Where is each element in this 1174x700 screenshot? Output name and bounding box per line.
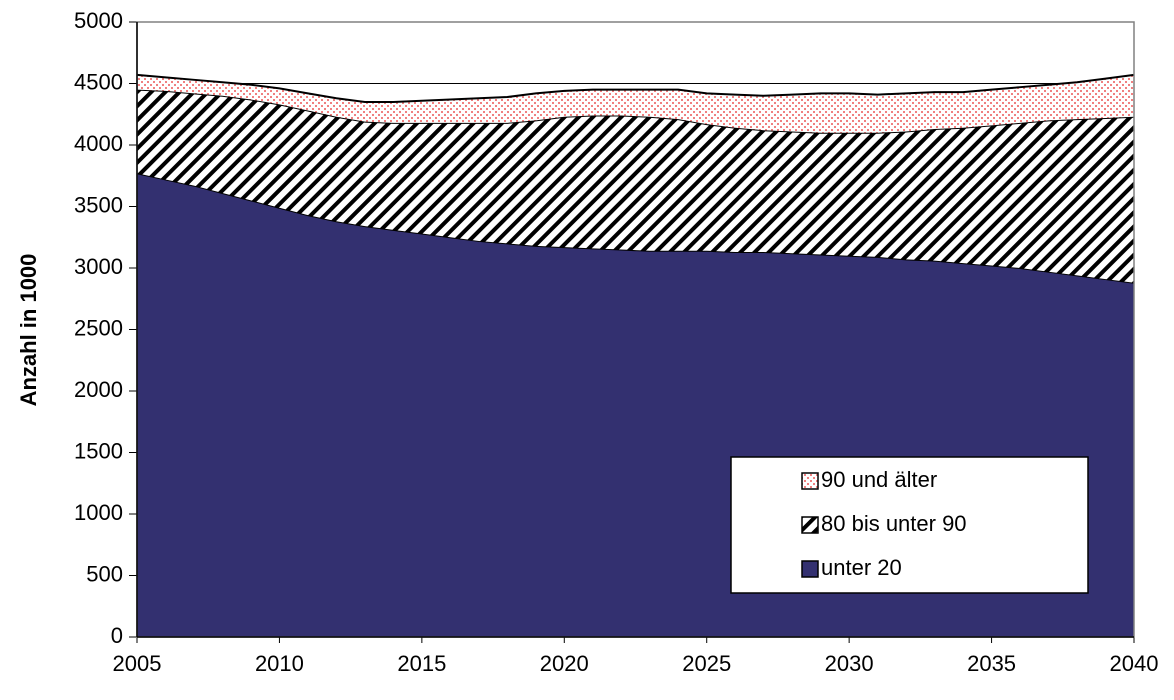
x-tick-label: 2015 <box>397 651 446 676</box>
y-tick-label: 2000 <box>74 377 123 402</box>
y-tick-label: 0 <box>111 623 123 648</box>
y-tick-label: 500 <box>86 561 123 586</box>
legend-label: unter 20 <box>821 555 902 580</box>
x-tick-label: 2040 <box>1110 651 1159 676</box>
x-tick-label: 2035 <box>967 651 1016 676</box>
x-tick-label: 2025 <box>682 651 731 676</box>
legend-box <box>730 456 1089 594</box>
axes: 0 500 1000 1500 2000 2500 3000 3500 4000 4500 5000… <box>74 8 1158 676</box>
legend-swatch <box>801 472 819 490</box>
y-tick-label: 2500 <box>74 315 123 340</box>
legend-label: 90 und älter <box>821 467 937 492</box>
x-tick-label: 2010 <box>255 651 304 676</box>
area-edge <box>136 73 1135 103</box>
y-tick-label: 5000 <box>74 8 123 33</box>
y-axis-label: Anzahl in 1000 <box>16 254 41 407</box>
legend-swatch <box>801 560 819 578</box>
y-tick-label: 4500 <box>74 69 123 94</box>
x-tick-label: 2020 <box>540 651 589 676</box>
y-tick-label: 1000 <box>74 500 123 525</box>
legend: 90 und älter 80 bis unter 90 unter 20 <box>730 456 1089 594</box>
y-tick-label: 4000 <box>74 131 123 156</box>
legend-label: 80 bis unter 90 <box>821 511 967 536</box>
y-tick-label: 3000 <box>74 254 123 279</box>
x-tick-label: 2005 <box>113 651 162 676</box>
area <box>137 74 1134 133</box>
y-tick-label: 3500 <box>74 192 123 217</box>
x-tick-label: 2030 <box>825 651 874 676</box>
y-tick-label: 1500 <box>74 438 123 463</box>
legend-swatch <box>801 516 819 534</box>
area <box>137 89 1134 283</box>
